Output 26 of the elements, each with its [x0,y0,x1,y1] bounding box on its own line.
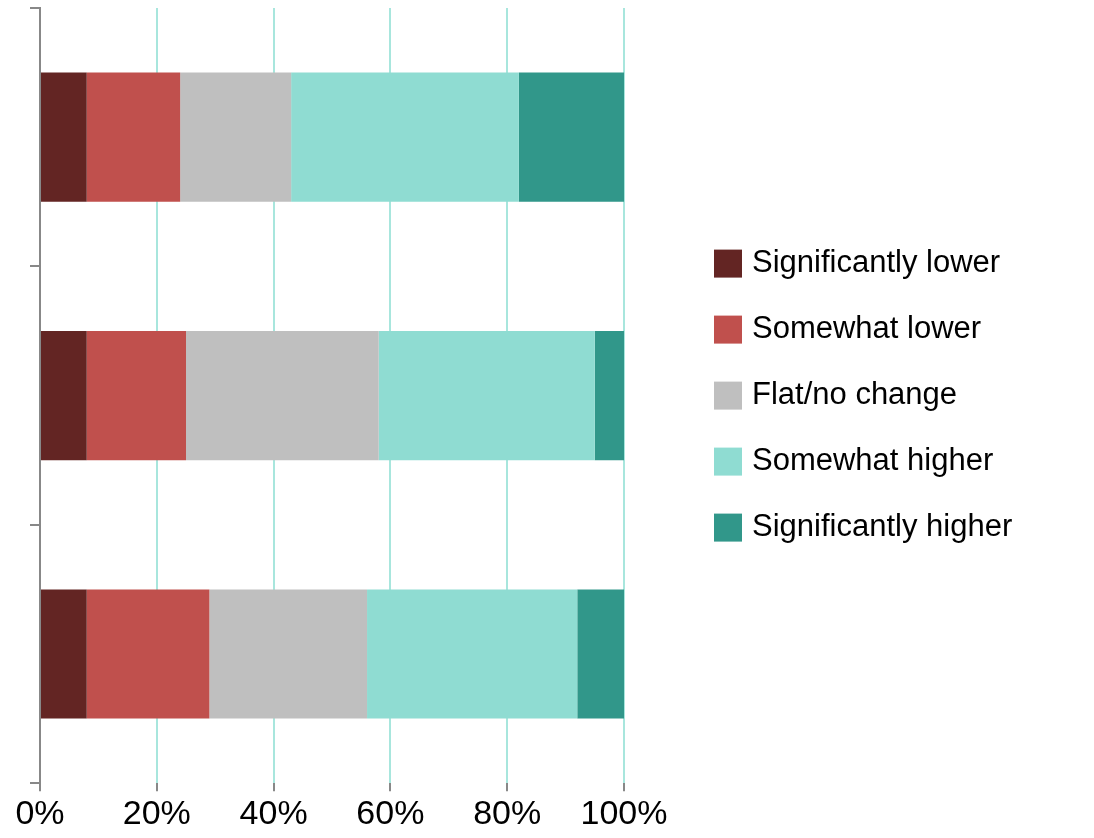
legend-label: Significantly lower [752,244,1001,280]
bar [180,72,292,202]
bar [594,331,624,461]
x-tick-label: 60% [356,792,425,831]
bar [577,589,624,719]
x-tick-label: 40% [239,792,308,831]
x-tick-label: 100% [580,792,668,831]
bar [518,72,624,202]
bar [41,72,87,202]
legend-label: Significantly higher [752,508,1013,544]
bar [86,589,210,719]
legend-label: Somewhat higher [752,442,994,478]
bar [209,589,368,719]
x-tick-label: 20% [122,792,191,831]
bar [41,589,87,719]
legend-label: Somewhat lower [752,310,982,346]
bar [291,72,519,202]
bar [86,331,186,461]
x-tick-label: 80% [473,792,542,831]
x-tick-label: 0% [15,792,65,831]
bar [367,589,578,719]
bar [41,331,87,461]
legend-label: Flat/no change [752,376,958,412]
bar [186,331,379,461]
bar [378,331,595,461]
bar [86,72,181,202]
